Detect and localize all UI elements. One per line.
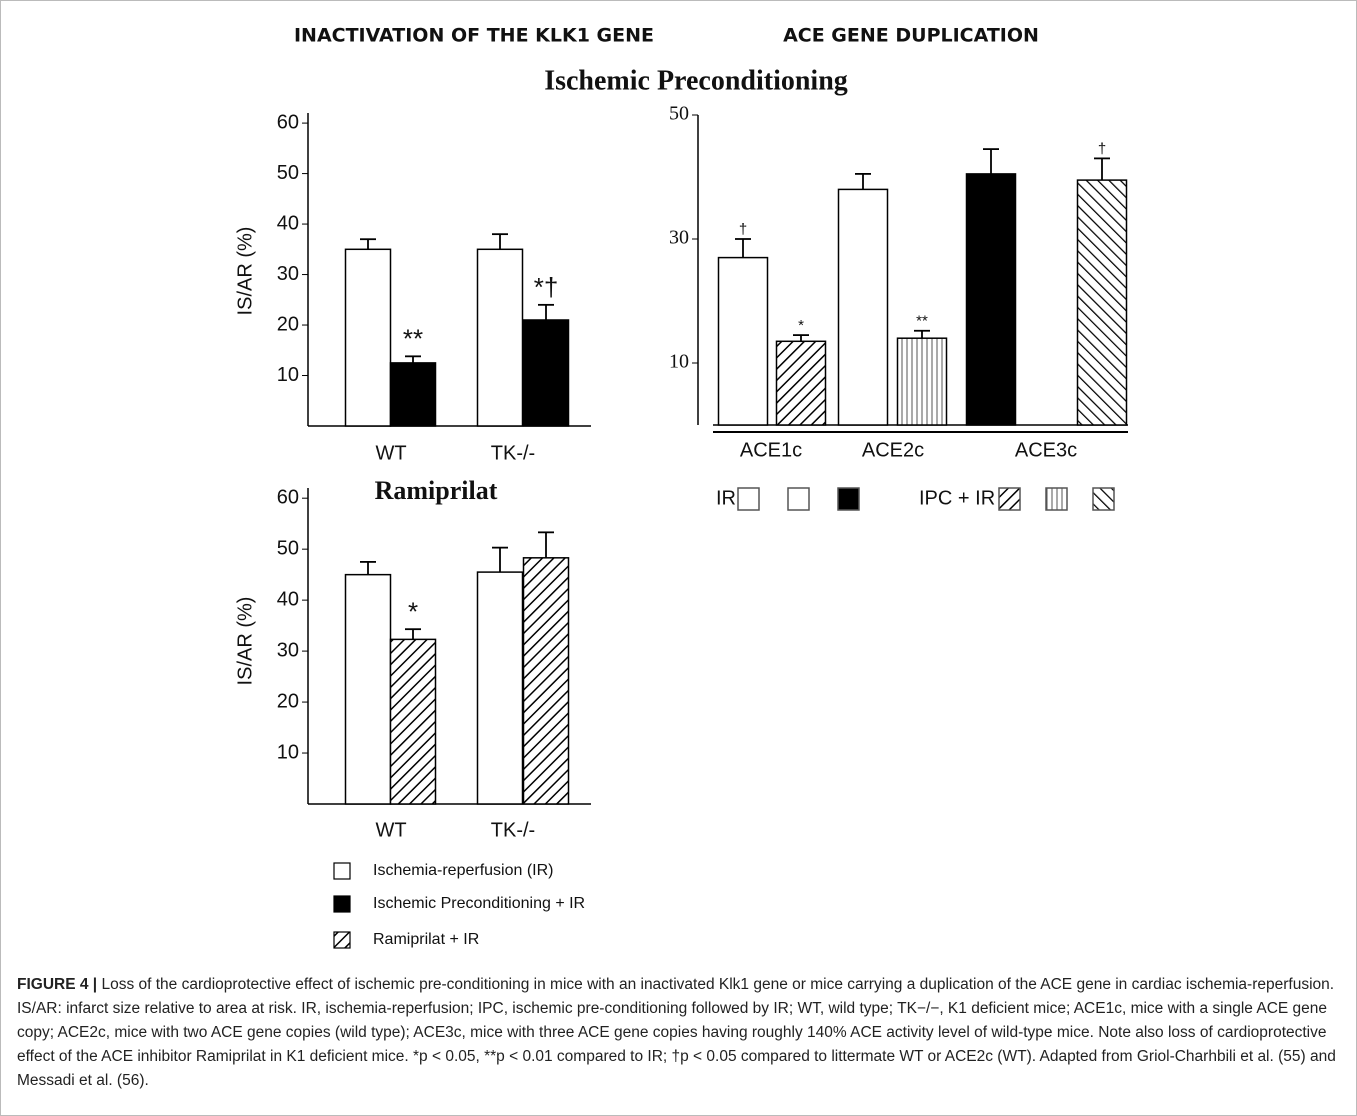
significance-mark: ** bbox=[916, 313, 928, 330]
bar bbox=[1076, 179, 1128, 426]
significance-mark: ** bbox=[403, 324, 423, 354]
bar bbox=[965, 173, 1017, 426]
y-axis-label: IS/AR (%) bbox=[234, 227, 256, 316]
y-tick-label: 30 bbox=[277, 263, 299, 285]
bar bbox=[837, 188, 889, 426]
caption-label: FIGURE 4 | bbox=[17, 976, 98, 993]
y-tick-label: 50 bbox=[669, 103, 689, 125]
bar bbox=[344, 573, 392, 805]
y-tick-label: 60 bbox=[277, 486, 299, 508]
y-tick-label: 20 bbox=[277, 313, 299, 335]
caption-text: Loss of the cardioprotective effect of i… bbox=[17, 976, 1336, 1089]
legend-swatch bbox=[333, 862, 351, 880]
y-tick-label: 30 bbox=[669, 227, 689, 249]
bar bbox=[476, 248, 524, 427]
x-tick-label: TK-/- bbox=[491, 442, 535, 464]
legend-swatch bbox=[737, 487, 760, 511]
figure: INACTIVATION OF THE KLK1 GENE ACE GENE D… bbox=[1, 25, 1356, 964]
caption: FIGURE 4 | Loss of the cardioprotective … bbox=[17, 973, 1342, 1093]
x-tick-label: TK-/- bbox=[491, 819, 535, 841]
legend-swatch bbox=[1092, 487, 1115, 511]
bar bbox=[344, 248, 392, 427]
x-tick-label: WT bbox=[375, 442, 406, 464]
legend-label: Ramiprilat + IR bbox=[373, 931, 479, 948]
legend-label: IR bbox=[716, 487, 736, 509]
legend-label: Ischemia-reperfusion (IR) bbox=[373, 862, 554, 879]
y-tick-label: 50 bbox=[277, 162, 299, 184]
y-tick-label: 40 bbox=[277, 212, 299, 234]
bar bbox=[717, 256, 769, 426]
heading: ACE GENE DUPLICATION bbox=[783, 25, 1039, 47]
significance-mark: *† bbox=[534, 272, 559, 302]
chart-title: Ramiprilat bbox=[375, 476, 498, 505]
legend-swatch bbox=[787, 487, 810, 511]
significance-mark: * bbox=[798, 317, 804, 334]
y-tick-label: 10 bbox=[277, 364, 299, 386]
y-tick-label: 10 bbox=[669, 351, 689, 373]
significance-mark: † bbox=[1098, 140, 1106, 157]
bar bbox=[389, 638, 437, 805]
x-tick-label: ACE3c bbox=[1015, 439, 1077, 461]
bar bbox=[389, 362, 437, 427]
legend-label: IPC + IR bbox=[919, 487, 995, 509]
y-tick-label: 40 bbox=[277, 588, 299, 610]
legend-swatch bbox=[333, 931, 351, 949]
y-tick-label: 60 bbox=[277, 111, 299, 133]
bar bbox=[775, 340, 827, 426]
x-tick-label: WT bbox=[375, 819, 406, 841]
y-axis-label: IS/AR (%) bbox=[234, 597, 256, 686]
y-tick-label: 50 bbox=[277, 537, 299, 559]
y-tick-label: 10 bbox=[277, 741, 299, 763]
legend-swatch bbox=[998, 487, 1021, 511]
x-tick-label: ACE1c bbox=[740, 439, 802, 461]
x-tick-label: ACE2c bbox=[862, 439, 924, 461]
bar bbox=[476, 571, 524, 805]
legend-swatch bbox=[333, 895, 351, 913]
bar bbox=[522, 319, 570, 427]
y-tick-label: 20 bbox=[277, 690, 299, 712]
bar bbox=[896, 337, 948, 426]
y-tick-label: 30 bbox=[277, 639, 299, 661]
legend-swatch bbox=[837, 487, 860, 511]
significance-mark: † bbox=[739, 221, 747, 238]
legend-label: Ischemic Preconditioning + IR bbox=[373, 895, 585, 912]
section-title: Ischemic Preconditioning bbox=[544, 65, 848, 96]
heading: INACTIVATION OF THE KLK1 GENE bbox=[294, 25, 654, 47]
legend-swatch bbox=[1045, 487, 1068, 511]
bar bbox=[522, 557, 570, 805]
significance-mark: * bbox=[408, 596, 418, 626]
